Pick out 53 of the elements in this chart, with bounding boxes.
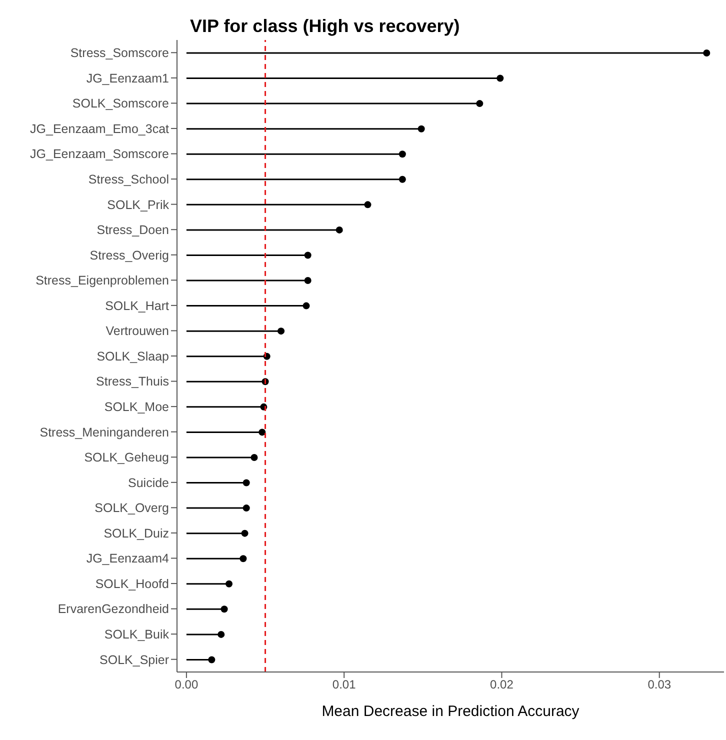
y-tick-label: SOLK_Buik bbox=[104, 628, 170, 642]
y-tick-label: SOLK_Hoofd bbox=[95, 576, 170, 591]
point bbox=[418, 125, 425, 132]
y-tick-label: SOLK_Hart bbox=[105, 298, 170, 313]
y-tick-label: SOLK_Overg bbox=[94, 501, 170, 516]
point bbox=[496, 74, 504, 82]
x-tick-label: 0.00 bbox=[174, 678, 198, 692]
y-tick-label: SOLK_Moe bbox=[104, 400, 170, 414]
x-axis-title: Mean Decrease in Prediction Accuracy bbox=[322, 703, 580, 720]
point bbox=[398, 176, 406, 183]
y-tick-label: JG_Eenzaam4 bbox=[86, 552, 170, 566]
point bbox=[208, 656, 216, 664]
point bbox=[241, 530, 248, 537]
y-tick-label: Stress_Doen bbox=[96, 223, 170, 238]
point bbox=[336, 226, 343, 234]
point bbox=[302, 302, 310, 310]
point bbox=[250, 454, 258, 461]
chart-title: VIP for class (High vs recovery) bbox=[190, 16, 460, 37]
x-tick-label: 0.01 bbox=[332, 678, 356, 692]
y-tick-label: JG_Eenzaam_Somscore bbox=[30, 147, 170, 162]
point bbox=[220, 606, 228, 613]
y-tick-label: Stress_Somscore bbox=[70, 46, 170, 60]
x-tick-label: 0.03 bbox=[648, 678, 672, 692]
point bbox=[278, 328, 285, 335]
y-tick-label: Stress_Overig bbox=[90, 248, 170, 262]
y-tick-label: Vertrouwen bbox=[106, 324, 170, 338]
point bbox=[240, 555, 247, 562]
y-tick-label: Stress_Meninganderen bbox=[40, 425, 170, 440]
point bbox=[476, 100, 484, 108]
y-tick-label: Stress_Eigenproblemen bbox=[36, 274, 170, 288]
point bbox=[364, 201, 372, 208]
y-tick-label: JG_Eenzaam_Emo_3cat bbox=[30, 122, 170, 136]
point bbox=[703, 50, 710, 56]
point bbox=[242, 479, 250, 486]
y-tick-label: SOLK_Prik bbox=[107, 198, 170, 212]
point bbox=[398, 150, 406, 158]
y-tick-label: SOLK_Slaap bbox=[96, 349, 170, 364]
point bbox=[304, 277, 312, 284]
point bbox=[258, 428, 266, 436]
point bbox=[242, 504, 250, 512]
y-tick-label: SOLK_Duiz bbox=[104, 526, 169, 540]
point bbox=[304, 252, 312, 259]
y-tick-label: SOLK_Somscore bbox=[72, 96, 170, 111]
y-tick-label: SOLK_Spier bbox=[100, 652, 169, 667]
y-tick-label: JG_Eenzaam1 bbox=[86, 71, 170, 86]
y-tick-label: Suicide bbox=[128, 476, 170, 490]
y-tick-label: Stress_School bbox=[88, 172, 169, 186]
y-tick-label: SOLK_Geheug bbox=[84, 450, 170, 465]
point bbox=[218, 630, 225, 638]
x-tick-label: 0.02 bbox=[490, 678, 514, 692]
y-tick-label: Stress_Thuis bbox=[96, 374, 169, 389]
y-tick-label: ErvarenGezondheid bbox=[58, 602, 170, 616]
point bbox=[226, 580, 233, 588]
